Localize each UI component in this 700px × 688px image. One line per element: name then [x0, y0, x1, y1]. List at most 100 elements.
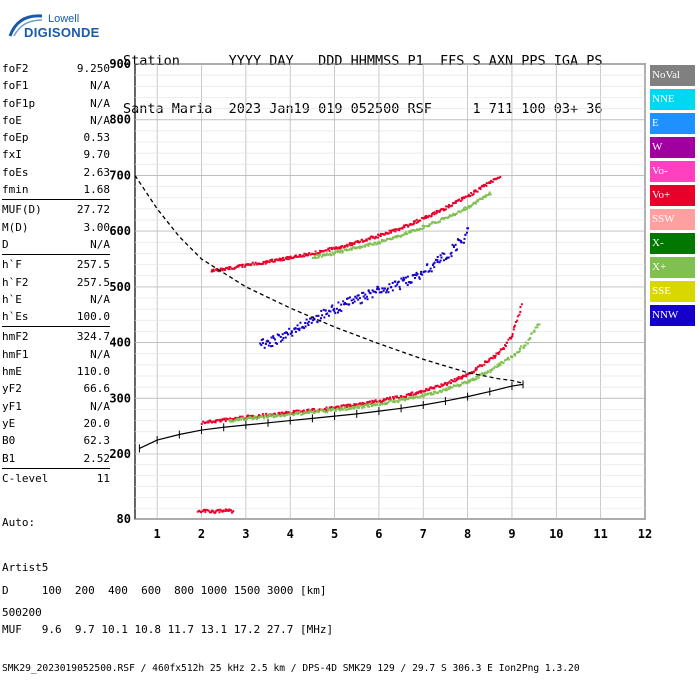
data-point — [462, 207, 465, 210]
data-point — [330, 305, 333, 308]
data-point — [415, 221, 418, 224]
data-point — [410, 230, 413, 233]
data-point — [425, 387, 428, 390]
data-point — [217, 508, 220, 511]
data-point — [295, 411, 298, 414]
x-tick-label: 9 — [508, 527, 515, 541]
data-point — [448, 215, 451, 218]
data-point — [393, 399, 396, 402]
data-point — [362, 245, 365, 248]
data-point — [477, 376, 480, 379]
data-point — [400, 234, 403, 237]
data-point — [302, 409, 305, 412]
data-point — [359, 240, 362, 243]
data-point — [481, 184, 484, 187]
data-point — [478, 364, 481, 367]
data-point — [360, 301, 363, 304]
data-point — [371, 296, 374, 299]
data-point — [422, 224, 425, 227]
data-point — [336, 311, 339, 314]
data-point — [462, 241, 465, 244]
data-point — [315, 314, 318, 317]
data-point — [354, 405, 357, 408]
data-point — [321, 314, 324, 317]
data-point — [481, 364, 484, 367]
data-point — [443, 382, 446, 385]
data-point — [487, 360, 490, 363]
data-point — [483, 360, 486, 363]
data-point — [354, 240, 357, 243]
data-point — [299, 410, 302, 413]
data-point — [304, 325, 307, 328]
data-point — [410, 392, 413, 395]
data-point — [317, 409, 320, 412]
data-point — [467, 193, 470, 196]
legend-item: SSE — [650, 281, 695, 302]
data-point — [382, 289, 385, 292]
data-point — [443, 252, 446, 255]
data-point — [353, 403, 356, 406]
data-point — [309, 253, 312, 256]
data-point — [278, 412, 281, 415]
param-label: h`E — [2, 292, 22, 306]
data-point — [393, 235, 396, 238]
data-point — [372, 290, 375, 293]
data-point — [307, 320, 310, 323]
data-point — [418, 276, 421, 279]
data-point — [296, 324, 299, 327]
data-point — [482, 185, 485, 188]
data-point — [516, 319, 519, 322]
data-point — [353, 242, 356, 245]
data-point — [324, 411, 327, 414]
data-point — [475, 368, 478, 371]
data-point — [360, 238, 363, 241]
data-point — [467, 195, 470, 198]
data-point — [463, 197, 466, 200]
data-point — [440, 256, 443, 259]
param-row: foEp 0.53 — [2, 129, 110, 146]
data-point — [262, 262, 265, 265]
data-point — [305, 253, 308, 256]
param-value: N/A — [90, 96, 110, 110]
data-point — [340, 246, 343, 249]
data-point — [289, 332, 292, 335]
data-point — [429, 393, 432, 396]
data-point — [425, 216, 428, 219]
data-point — [322, 410, 325, 413]
data-point — [457, 377, 460, 380]
data-point — [339, 251, 342, 254]
legend-item: W — [650, 137, 695, 158]
data-point — [471, 379, 474, 382]
legend-item: SSW — [650, 209, 695, 230]
data-point — [405, 231, 408, 234]
data-point — [442, 207, 445, 210]
data-point — [347, 403, 350, 406]
y-tick-label: 400 — [109, 336, 131, 350]
data-point — [227, 267, 230, 270]
data-point — [316, 252, 319, 255]
data-point — [444, 216, 447, 219]
data-point — [270, 345, 273, 348]
data-point — [451, 214, 454, 217]
data-point — [313, 410, 316, 413]
data-point — [351, 244, 354, 247]
data-point — [448, 380, 451, 383]
profile-line — [139, 383, 524, 449]
data-point — [286, 256, 289, 259]
data-point — [384, 401, 387, 404]
data-point — [264, 262, 267, 265]
data-point — [394, 280, 397, 283]
data-point — [327, 314, 330, 317]
data-point — [396, 234, 399, 237]
data-point — [491, 180, 494, 183]
data-point — [418, 396, 421, 399]
station-header: Station YYYY DAY DDD HHMMSS P1 FFS S AXN… — [123, 21, 603, 133]
data-point — [250, 263, 253, 266]
data-point — [272, 414, 275, 417]
data-point — [327, 409, 330, 412]
data-point — [346, 249, 349, 252]
data-point — [470, 378, 473, 381]
data-point — [370, 235, 373, 238]
data-point — [461, 374, 464, 377]
data-point — [329, 409, 332, 412]
